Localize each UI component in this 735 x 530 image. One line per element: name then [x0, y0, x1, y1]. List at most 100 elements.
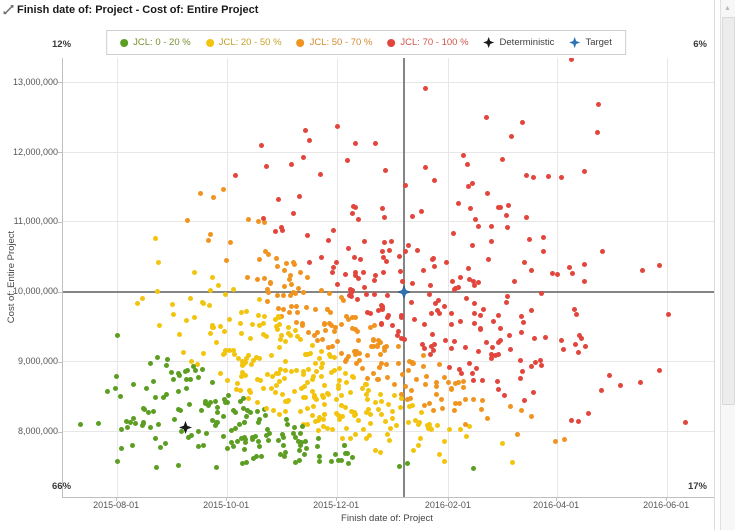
x-tick-mark: [447, 497, 449, 501]
scatter-point: [256, 322, 262, 328]
scatter-point: [374, 343, 380, 349]
scatter-point: [226, 348, 232, 354]
scatter-point: [420, 352, 426, 358]
legend-item-1[interactable]: JCL: 20 - 50 %: [205, 37, 282, 48]
scatter-point: [462, 421, 468, 427]
scatter-point: [305, 330, 311, 336]
scatter-point: [263, 164, 269, 170]
scatter-point: [569, 271, 575, 277]
scatter-point: [270, 373, 276, 379]
scatter-point: [345, 316, 351, 322]
y-axis-title: Cost of: Entire Project: [6, 230, 17, 324]
scatter-point: [324, 391, 330, 397]
scatter-point: [418, 436, 424, 442]
scatter-point: [497, 204, 503, 210]
scatter-point: [531, 390, 537, 396]
legend-item-5[interactable]: Target: [569, 37, 612, 48]
legend-item-4[interactable]: Deterministic: [483, 37, 554, 48]
scatter-point: [377, 391, 383, 397]
scatter-point: [465, 184, 471, 190]
scatter-point: [378, 339, 384, 345]
scatter-point: [246, 353, 252, 359]
scatter-point: [339, 402, 345, 408]
scatter-point: [479, 377, 485, 383]
scatter-point: [476, 223, 482, 229]
x-tick-label: 2016-02-01: [424, 500, 471, 510]
scatter-point: [545, 173, 551, 179]
scatter-point: [412, 317, 418, 323]
scatter-point: [372, 277, 377, 283]
scatter-point: [350, 455, 356, 461]
scatter-point: [381, 255, 387, 261]
scatter-point: [402, 383, 408, 389]
scatter-point: [223, 257, 229, 263]
scatter-point: [169, 301, 175, 307]
scatter-point: [221, 433, 227, 439]
scrollbar-thumb[interactable]: [722, 17, 735, 405]
scatter-point: [118, 426, 124, 432]
scatter-point: [579, 336, 585, 342]
scatter-point: [351, 204, 357, 210]
scatter-point: [559, 174, 565, 180]
scatter-point: [184, 317, 190, 323]
scatter-point: [600, 249, 606, 255]
scatter-point: [306, 259, 312, 265]
scatter-point: [128, 419, 134, 425]
scatter-point: [366, 432, 372, 438]
page-title: Finish date of: Project - Cost of: Entir…: [17, 3, 259, 16]
y-tick-mark: [58, 291, 62, 293]
scatter-point: [345, 246, 351, 252]
legend-item-0[interactable]: JCL: 0 - 20 %: [120, 37, 191, 48]
scatter-point: [272, 389, 278, 395]
scatter-point: [213, 423, 219, 429]
scatter-point: [398, 314, 404, 320]
scatter-point: [279, 392, 285, 397]
legend-item-2[interactable]: JCL: 50 - 70 %: [296, 37, 372, 48]
scatter-point: [115, 459, 121, 465]
y-tick-mark: [58, 152, 62, 153]
scatter-point: [309, 412, 315, 418]
scatter-point: [238, 330, 244, 336]
legend-item-3[interactable]: JCL: 70 - 100 %: [387, 37, 469, 48]
scatter-point: [361, 285, 367, 291]
scatter-point: [489, 344, 495, 350]
scatter-point: [326, 290, 332, 296]
scatter-point: [301, 290, 307, 296]
gridline-x: [556, 58, 558, 497]
scatter-point: [255, 218, 261, 224]
scatter-point: [246, 217, 252, 223]
scatter-point: [256, 313, 262, 319]
scatter-point: [462, 345, 468, 351]
scatter-point: [479, 406, 485, 412]
scatter-point: [607, 372, 613, 378]
scatter-point: [244, 408, 250, 414]
scatter-point: [599, 388, 604, 394]
vertical-scrollbar[interactable]: ▲: [720, 0, 735, 530]
scatter-point: [353, 315, 359, 321]
scatter-point: [292, 328, 298, 334]
scrollbar-up-arrow-icon[interactable]: ▲: [724, 5, 731, 12]
scatter-point: [405, 396, 411, 402]
scatter-point: [274, 383, 280, 389]
scatter-point: [226, 316, 232, 322]
scatter-point: [471, 300, 477, 306]
scatter-point: [262, 313, 268, 319]
scatter-point: [231, 351, 237, 357]
scatter-point: [176, 332, 182, 338]
scatter-point: [519, 408, 525, 414]
scatter-point: [361, 426, 367, 432]
scatter-point: [574, 311, 580, 317]
scatter-point: [477, 312, 483, 318]
scatter-point: [265, 426, 271, 432]
scatter-point: [384, 362, 390, 368]
scatter-point: [246, 396, 252, 402]
plot-area[interactable]: [62, 58, 714, 498]
scatter-point: [220, 413, 226, 419]
scatter-point: [232, 426, 238, 432]
scatter-point: [213, 399, 219, 405]
scatter-point: [339, 393, 345, 399]
scatter-point: [318, 373, 324, 379]
scatter-point: [112, 385, 118, 391]
scatter-point: [244, 356, 250, 361]
